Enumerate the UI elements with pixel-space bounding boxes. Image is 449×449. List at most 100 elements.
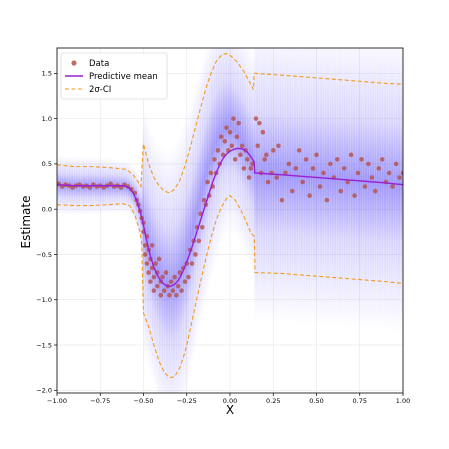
data-point <box>300 179 305 185</box>
data-point <box>168 279 174 284</box>
data-point <box>379 157 385 162</box>
density-strip <box>249 48 252 268</box>
data-point <box>179 288 184 293</box>
density-strip <box>210 48 214 277</box>
density-strip <box>174 140 177 393</box>
density-strip <box>397 48 400 333</box>
data-point <box>193 252 198 257</box>
density-strip <box>172 143 176 393</box>
x-tick-label: 0.50 <box>309 397 323 405</box>
data-point <box>186 274 191 280</box>
data-point <box>174 292 179 298</box>
density-strip <box>383 48 387 332</box>
density-strip <box>181 126 184 393</box>
density-strip <box>216 48 219 258</box>
data-point <box>386 170 392 176</box>
density-strip <box>306 48 309 326</box>
data-point <box>160 274 165 280</box>
density-strip <box>332 48 335 328</box>
density-strip <box>294 48 297 325</box>
data-point <box>153 261 158 266</box>
density-strip <box>221 48 224 244</box>
density-strip <box>250 49 253 271</box>
density-strip <box>261 48 264 323</box>
density-strip <box>347 48 350 329</box>
density-strip <box>344 48 347 329</box>
data-point <box>231 116 236 121</box>
x-tick-label: 0.25 <box>266 397 280 405</box>
density-strip <box>226 48 229 234</box>
data-point <box>236 120 241 126</box>
data-point <box>362 184 368 189</box>
density-strip <box>311 48 314 326</box>
density-strip <box>392 48 395 333</box>
data-point <box>270 148 276 153</box>
density-strip <box>236 48 240 241</box>
data-point <box>182 279 188 284</box>
data-point <box>348 152 354 158</box>
data-point <box>234 134 240 140</box>
data-point <box>338 188 344 194</box>
density-strip <box>380 48 383 331</box>
density-strip <box>198 67 201 330</box>
density-strip <box>219 48 222 248</box>
data-point <box>255 143 260 149</box>
density-strip <box>366 48 369 330</box>
data-point <box>257 120 262 126</box>
density-strip <box>335 48 338 328</box>
density-strip <box>214 48 217 263</box>
y-tick-label: 0.5 <box>42 160 52 168</box>
density-strip <box>292 48 295 324</box>
density-strip <box>390 48 394 332</box>
data-point <box>229 143 235 149</box>
legend-label-data: Data <box>89 59 109 69</box>
data-point <box>369 175 375 180</box>
data-point <box>144 261 150 266</box>
data-point <box>310 166 316 171</box>
density-strip <box>247 48 250 264</box>
legend-label-ci: 2σ-CI <box>89 85 111 95</box>
density-strip <box>368 48 371 330</box>
density-strip <box>307 48 310 326</box>
data-point <box>163 270 169 275</box>
data-point <box>274 175 280 180</box>
data-point <box>352 193 357 198</box>
density-strip <box>233 48 236 235</box>
data-point <box>142 252 148 257</box>
density-strip <box>349 48 352 329</box>
data-point <box>146 270 151 275</box>
density-strip <box>209 48 212 284</box>
density-strip <box>387 48 390 332</box>
x-tick-label: 1.00 <box>396 397 410 405</box>
data-point <box>397 175 402 180</box>
data-point <box>307 193 312 198</box>
density-strip <box>385 48 388 332</box>
data-point <box>355 170 361 176</box>
data-point <box>155 283 160 289</box>
x-axis-ticks: −1.00 −0.75 −0.50 −0.25 0.00 0.25 0.50 0.75 1.00 <box>47 393 410 405</box>
density-strip <box>197 73 200 338</box>
y-tick-label: 1.5 <box>42 70 52 78</box>
data-point <box>177 270 183 275</box>
density-strip <box>283 48 286 324</box>
data-point <box>376 166 382 171</box>
data-point <box>253 116 259 121</box>
density-strip <box>185 116 188 393</box>
data-point <box>296 148 302 153</box>
data-point <box>167 292 172 298</box>
density-strip <box>328 48 331 327</box>
data-point <box>248 166 254 171</box>
density-strip <box>264 48 267 323</box>
data-point <box>241 166 247 171</box>
ci-upper-line <box>57 52 403 194</box>
density-strip <box>257 48 260 323</box>
data-point <box>200 224 205 230</box>
density-strip <box>191 92 195 363</box>
legend-box <box>60 52 168 100</box>
density-strip <box>259 48 262 323</box>
density-strip <box>299 48 302 325</box>
data-point <box>289 188 295 194</box>
density-strip <box>269 48 272 323</box>
density-strip <box>255 48 259 323</box>
x-tick-label: −1.00 <box>47 397 67 405</box>
